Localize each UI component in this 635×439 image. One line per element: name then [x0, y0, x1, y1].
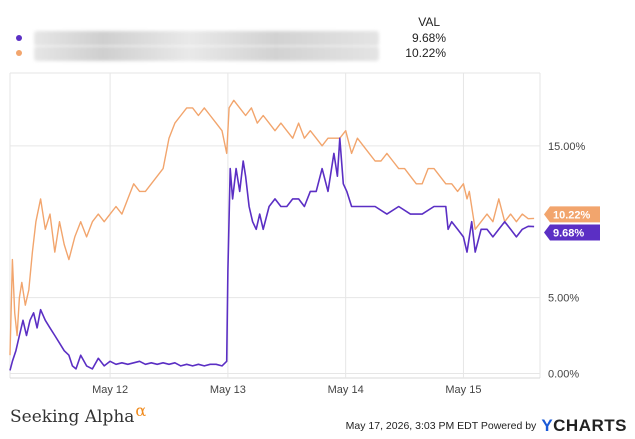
legend-value-other: 10.22% — [405, 46, 446, 60]
end-label-bg — [544, 206, 600, 223]
legend-row-val: 9.68% — [16, 30, 446, 48]
end-label-text: 9.68% — [553, 228, 584, 240]
legend-dot-purple — [16, 35, 22, 41]
legend-dot-orange — [16, 50, 22, 56]
end-value-labels: 10.22% 9.68% — [544, 206, 600, 241]
legend-redacted-name — [34, 31, 379, 46]
axis-labels: 15.00% 5.00% 0.00% May 12 May 13 May 14 May 15 — [92, 141, 585, 396]
end-label-1: 9.68% — [544, 224, 600, 241]
legend-row-other: 10.22% — [16, 45, 446, 63]
series-line-1 — [9, 137, 535, 371]
x-tick-label: May 14 — [328, 384, 364, 396]
y-tick-label: 5.00% — [548, 293, 579, 305]
ycharts-logo: YCHARTS — [541, 416, 627, 435]
end-label-0: 10.22% — [544, 206, 600, 223]
end-label-text: 10.22% — [553, 209, 591, 221]
timestamp-text: May 17, 2026, 3:03 PM EDT Powered by — [345, 420, 537, 432]
y-tick-label: 15.00% — [548, 141, 586, 153]
legend-value-val: 9.68% — [411, 31, 446, 45]
seeking-alpha-logo: Seeking Alphaα — [10, 401, 147, 427]
legend-header: VAL — [418, 15, 440, 29]
y-tick-label: 0.00% — [548, 368, 579, 380]
series-lines — [9, 99, 535, 371]
x-tick-label: May 15 — [445, 384, 481, 396]
footer-credit: May 17, 2026, 3:03 PM EDT Powered by YCH… — [346, 416, 627, 436]
x-tick-label: May 13 — [210, 384, 246, 396]
end-label-bg — [544, 224, 600, 241]
legend-redacted-name-2 — [34, 46, 379, 61]
x-tick-label: May 12 — [92, 384, 128, 396]
series-line-0 — [9, 99, 535, 356]
grid-lines — [9, 72, 541, 379]
